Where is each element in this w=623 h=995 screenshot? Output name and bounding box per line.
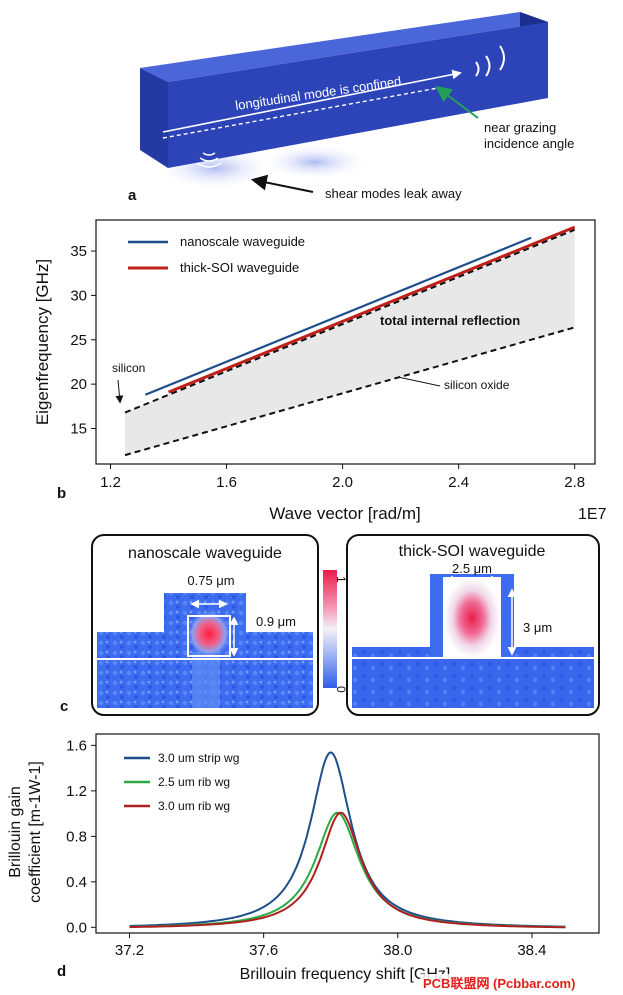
d-xtick-label: 37.6 bbox=[249, 942, 278, 959]
legend-rib30-label: 3.0 um rib wg bbox=[158, 799, 230, 813]
series-rib30-curve bbox=[129, 811, 566, 929]
tir-region bbox=[125, 229, 575, 456]
d-xtick-label: 37.2 bbox=[115, 942, 144, 959]
nano-width-label: 0.75 μm bbox=[187, 573, 234, 588]
panel-d-label: d bbox=[57, 963, 66, 980]
leak-arrow bbox=[250, 174, 314, 193]
legend-nanoscale-label: nanoscale waveguide bbox=[180, 234, 305, 249]
leak-glow-right bbox=[260, 144, 370, 180]
legend-thicksoi-label: thick-SOI waveguide bbox=[180, 260, 299, 275]
silicon-pointer bbox=[115, 379, 124, 404]
b-ytick-label: 15 bbox=[70, 421, 87, 438]
soi-mode-spot bbox=[444, 578, 500, 658]
series-thicksoi-line bbox=[167, 225, 576, 394]
wave-arc-3-icon bbox=[499, 45, 505, 71]
silicon-label: silicon bbox=[112, 361, 145, 375]
panel-c-label: c bbox=[60, 698, 68, 715]
card-nanoscale-title: nanoscale waveguide bbox=[128, 545, 282, 562]
confined-mode-arrow bbox=[162, 69, 462, 133]
wave-arc-2-icon bbox=[485, 55, 491, 77]
series-rib25-curve bbox=[129, 811, 566, 929]
panel-b-label: b bbox=[57, 485, 66, 502]
chart-d-ylabel-line-2: coefficient [m-1W-1] bbox=[27, 761, 44, 903]
series-nanoscale-line bbox=[144, 236, 532, 396]
angle-text-line-2: incidence angle bbox=[484, 136, 574, 151]
d-ytick-label: 1.6 bbox=[66, 737, 87, 754]
b-ytick-label: 30 bbox=[70, 287, 87, 304]
d-ytick-label: 0.8 bbox=[66, 828, 87, 845]
d-ytick-label: 1.2 bbox=[66, 783, 87, 800]
angle-text-line-1: near grazing bbox=[484, 120, 556, 135]
b-xtick-label: 1.2 bbox=[100, 474, 121, 491]
d-ytick-label: 0.0 bbox=[66, 919, 87, 936]
shear-arc-2-icon bbox=[199, 157, 219, 162]
soi-height-label: 3 μm bbox=[523, 620, 552, 635]
watermark-bg bbox=[420, 974, 620, 992]
b-ytick-label: 20 bbox=[70, 376, 87, 393]
chart-d: 37.2 37.6 38.0 38.4 0.0 0.4 0.8 1.2 1.6 3.0 um s… bbox=[7, 733, 600, 983]
leak-text: shear modes leak away bbox=[325, 186, 462, 201]
silicon-oxide-pointer bbox=[397, 376, 441, 387]
soi-width-label: 2.5 μm bbox=[452, 561, 492, 576]
card-thicksoi: thick-SOI waveguide 2.5 μm 3 μm bbox=[346, 534, 600, 716]
colorbar bbox=[323, 570, 337, 688]
b-xtick-label: 1.6 bbox=[216, 474, 237, 491]
chart-b-xlabel: Wave vector [rad/m] bbox=[269, 504, 420, 523]
waveguide-front-face bbox=[140, 68, 168, 168]
card-thicksoi-title: thick-SOI waveguide bbox=[399, 543, 546, 560]
watermark: PCB联盟网 (Pcbbar.com) bbox=[423, 976, 575, 991]
legend-strip-label: 3.0 um strip wg bbox=[158, 751, 239, 765]
wave-arc-1-icon bbox=[475, 61, 480, 77]
series-silicon-line bbox=[124, 228, 576, 414]
d-xtick-label: 38.0 bbox=[383, 942, 412, 959]
chart-d-frame bbox=[95, 733, 600, 934]
nano-height-label: 0.9 μm bbox=[256, 614, 296, 629]
panel-a: longitudinal mode is confined near grazi… bbox=[128, 12, 574, 204]
legend-rib25-label: 2.5 um rib wg bbox=[158, 775, 230, 789]
chart-d-ylabel-line-1: Brillouin gain bbox=[7, 786, 24, 878]
b-xtick-label: 2.8 bbox=[564, 474, 585, 491]
chart-b: 1.2 1.6 2.0 2.4 2.8 15 20 25 30 35 total internal… bbox=[33, 219, 607, 523]
b-ytick-label: 35 bbox=[70, 243, 87, 260]
d-xtick-label: 38.4 bbox=[517, 942, 546, 959]
panel-a-label: a bbox=[128, 187, 137, 204]
chart-b-ylabel: Eigenfrequency [GHz] bbox=[33, 259, 52, 425]
shear-arc-3-icon bbox=[196, 162, 222, 168]
colorbar-min: 0 bbox=[334, 686, 348, 693]
d-ytick-label: 0.4 bbox=[66, 874, 87, 891]
grazing-dashed-line bbox=[162, 87, 439, 139]
chart-d-xlabel: Brillouin frequency shift [GHz] bbox=[240, 966, 451, 983]
colorbar-max: 1 bbox=[334, 576, 348, 583]
nano-mode-spot bbox=[187, 610, 231, 658]
angle-arrow bbox=[435, 86, 479, 119]
chart-b-multiplier: 1E7 bbox=[578, 506, 607, 523]
shear-arc-1-icon bbox=[202, 152, 216, 156]
b-ytick-label: 25 bbox=[70, 332, 87, 349]
panel-c: nanoscale waveguide 0.75 μm 0.9 μm 1 0 t… bbox=[60, 534, 600, 716]
chart-b-frame bbox=[95, 219, 596, 465]
b-xtick-label: 2.0 bbox=[332, 474, 353, 491]
silicon-oxide-label: silicon oxide bbox=[444, 378, 510, 392]
waveguide-top-face bbox=[140, 12, 548, 82]
card-nanoscale: nanoscale waveguide 0.75 μm 0.9 μm bbox=[91, 534, 319, 716]
b-xtick-label: 2.4 bbox=[448, 474, 469, 491]
tir-label: total internal reflection bbox=[380, 313, 520, 328]
nano-leak-column bbox=[192, 652, 220, 708]
waveguide-side-face bbox=[168, 22, 548, 168]
series-silicon-oxide-line bbox=[124, 326, 575, 457]
